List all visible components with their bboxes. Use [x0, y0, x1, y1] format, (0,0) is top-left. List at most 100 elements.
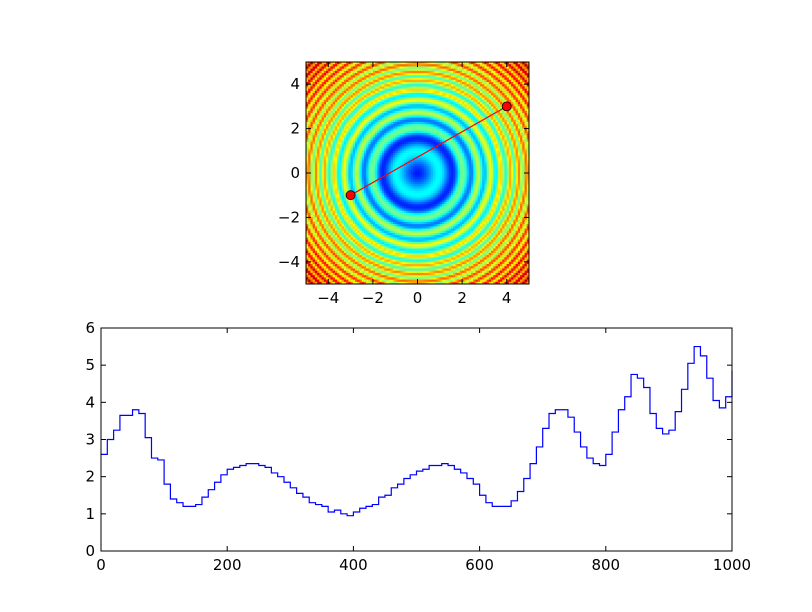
heatmap-cell: [372, 144, 376, 147]
heatmap-cell: [392, 246, 396, 249]
heatmap-cell: [392, 68, 396, 72]
heatmap-cell: [357, 141, 360, 145]
heatmap-cell: [401, 255, 405, 258]
heatmap-cell: [375, 128, 378, 132]
heatmap-cell: [341, 97, 345, 101]
heatmap-cell: [308, 199, 311, 203]
heatmap-cell: [361, 115, 365, 118]
heatmap-cell: [395, 155, 398, 158]
heatmap-cell: [348, 88, 351, 92]
heatmap-cell: [337, 261, 340, 265]
heatmap-cell: [397, 208, 401, 212]
heatmap-cell: [321, 173, 325, 176]
heatmap-cell: [306, 261, 309, 265]
heatmap-cell: [379, 175, 383, 178]
heatmap-cell: [359, 226, 363, 229]
heatmap-cell: [334, 237, 338, 240]
heatmap-cell: [343, 159, 347, 163]
heatmap-cell: [379, 257, 383, 260]
heatmap-cell: [330, 121, 334, 125]
heatmap-cell: [312, 126, 316, 129]
heatmap-cell: [370, 128, 374, 132]
heatmap-cell: [370, 101, 374, 105]
heatmap-cell: [328, 150, 331, 154]
heatmap-cell: [404, 237, 407, 240]
heatmap-cell: [337, 179, 340, 183]
heatmap-cell: [308, 275, 311, 278]
heatmap-cell: [334, 70, 338, 74]
heatmap-cell: [323, 113, 327, 116]
heatmap-cell: [404, 146, 407, 149]
heatmap-cell: [406, 275, 409, 278]
heatmap-cell: [308, 241, 311, 245]
heatmap-cell: [321, 246, 325, 249]
heatmap-cell: [337, 79, 340, 83]
heatmap-cell: [341, 208, 345, 212]
heatmap-cell: [372, 244, 376, 247]
heatmap-cell: [401, 155, 405, 158]
heatmap-cell: [384, 173, 387, 176]
heatmap-cell: [355, 113, 358, 116]
heatmap-cell: [312, 121, 316, 125]
heatmap-cell: [346, 99, 349, 103]
heatmap-cell: [310, 110, 314, 114]
heatmap-cell: [372, 188, 376, 192]
heatmap-cell: [346, 64, 349, 67]
heatmap-cell: [366, 201, 369, 205]
heatmap-cell: [355, 212, 358, 216]
heatmap-cell: [366, 101, 369, 105]
heatmap-cell: [330, 128, 334, 132]
heatmap-cell: [361, 219, 365, 223]
heatmap-cell: [323, 81, 327, 85]
heatmap-cell: [377, 250, 380, 254]
heatmap-cell: [386, 133, 389, 136]
heatmap-cell: [328, 204, 331, 207]
heatmap-cell: [366, 250, 369, 254]
heatmap-cell: [337, 199, 340, 203]
heatmap-cell: [395, 237, 398, 240]
heatmap-cell: [310, 188, 314, 192]
heatmap-cell: [317, 157, 320, 161]
heatmap-cell: [363, 204, 367, 207]
heatmap-cell: [306, 155, 309, 158]
heatmap-cell: [312, 66, 316, 70]
heatmap-cell: [379, 246, 383, 249]
heatmap-cell: [328, 181, 331, 185]
heatmap-cell: [408, 73, 412, 76]
heatmap-cell: [355, 197, 358, 201]
heatmap-cell: [401, 66, 405, 70]
heatmap-cell: [330, 199, 334, 203]
heatmap-cell: [317, 124, 320, 127]
heatmap-cell: [308, 246, 311, 249]
heatmap-cell: [319, 141, 323, 145]
heatmap-cell: [308, 173, 311, 176]
heatmap-cell: [372, 141, 376, 145]
heatmap-cell: [399, 150, 403, 154]
heatmap-cell: [312, 101, 316, 105]
heatmap-cell: [355, 186, 358, 189]
heatmap-cell: [399, 161, 403, 165]
heatmap-cell: [377, 77, 380, 81]
heatmap-cell: [348, 150, 351, 154]
heatmap-cell: [375, 224, 378, 227]
heatmap-cell: [323, 259, 327, 263]
heatmap-cell: [397, 155, 401, 158]
heatmap-cell: [332, 179, 336, 183]
heatmap-cell: [330, 210, 334, 214]
heatmap-cell: [328, 81, 331, 85]
heatmap-cell: [370, 275, 374, 278]
heatmap-cell: [321, 115, 325, 118]
heatmap-cell: [346, 279, 349, 283]
heatmap-cell: [363, 97, 367, 101]
heatmap-cell: [381, 130, 385, 134]
heatmap-cell: [375, 166, 378, 169]
heatmap-cell: [408, 188, 412, 192]
heatmap-cell: [337, 62, 340, 65]
heatmap-cell: [321, 192, 325, 196]
heatmap-cell: [401, 208, 405, 212]
heatmap-cell: [330, 279, 334, 283]
heatmap-cell: [363, 119, 367, 123]
heatmap-cell: [379, 113, 383, 116]
heatmap-cell: [370, 184, 374, 187]
heatmap-cell: [308, 277, 311, 280]
